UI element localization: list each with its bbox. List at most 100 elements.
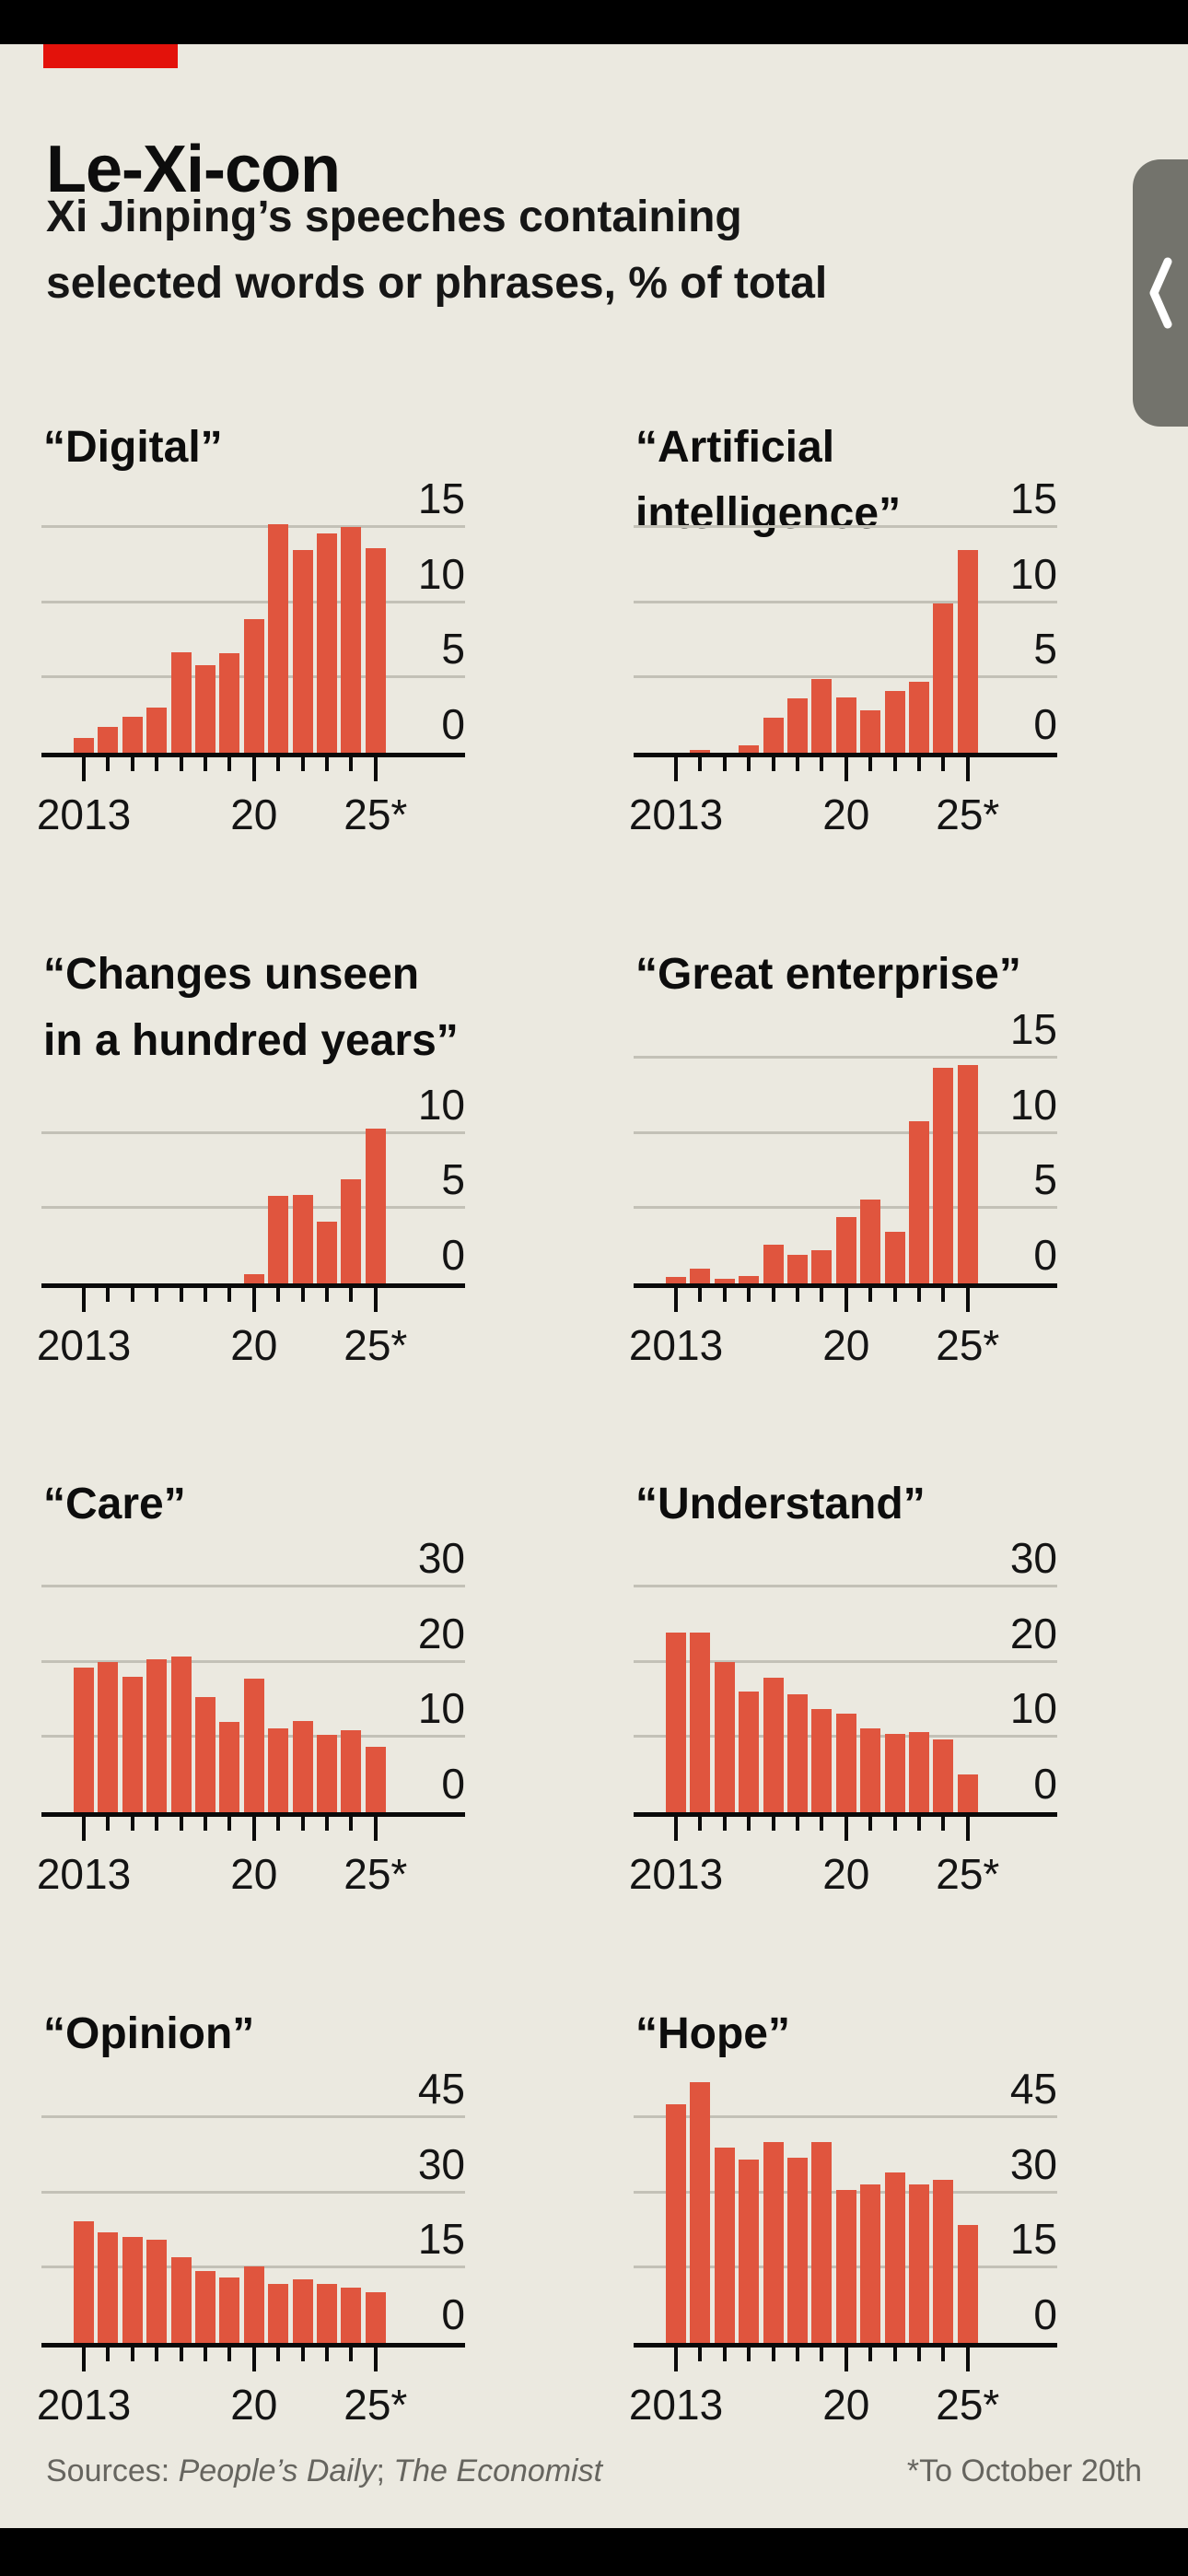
axis-tick — [349, 1288, 354, 1302]
chart-plot: 30 20 10 0 2013 20 25* — [37, 1537, 465, 1897]
bar — [884, 691, 905, 753]
x-axis-label: 25* — [936, 1321, 1000, 1369]
y-axis-label: 0 — [441, 2290, 465, 2338]
axis-tick — [325, 2348, 329, 2361]
axis-tick — [674, 1288, 678, 1312]
bar — [690, 1269, 711, 1283]
bar — [787, 2158, 808, 2343]
chart-title: “Artificial intelligence” — [635, 423, 902, 538]
y-axis-label: 15 — [1009, 1005, 1057, 1053]
bar — [146, 2240, 168, 2343]
x-axis-label: 20 — [822, 2381, 870, 2429]
sources-line: Sources: People’s Daily; The Economist — [46, 2453, 602, 2488]
gridline — [41, 2190, 465, 2194]
gridline — [634, 1056, 1057, 1059]
bar — [268, 2284, 289, 2343]
x-axis-label: 25* — [936, 790, 1000, 838]
y-axis-label: 10 — [417, 1684, 465, 1733]
axis-tick — [300, 757, 305, 771]
y-axis-label: 15 — [417, 474, 465, 522]
y-axis-label: 15 — [1009, 2215, 1057, 2264]
axis-tick — [722, 1288, 727, 1302]
axis-tick — [276, 1817, 281, 1831]
bar — [341, 527, 362, 753]
y-axis-label: 10 — [417, 549, 465, 598]
bar — [909, 1732, 929, 1812]
chart-plot: 10 5 0 2013 20 25* — [37, 1014, 465, 1368]
axis-tick — [155, 1817, 159, 1831]
bar — [219, 1722, 240, 1812]
chart-title: “Care” — [43, 1480, 186, 1528]
axis-tick — [130, 757, 134, 771]
x-axis-label: 2013 — [628, 790, 724, 838]
bar — [835, 2190, 856, 2343]
axis-tick — [844, 1817, 848, 1841]
bar — [365, 548, 386, 753]
axis-tick — [82, 1288, 86, 1312]
footnote: *To October 20th — [906, 2453, 1142, 2488]
bar — [957, 2225, 978, 2343]
bar — [739, 1276, 760, 1283]
axis-tick — [747, 757, 751, 771]
axis-tick — [179, 757, 183, 771]
bar — [195, 1697, 215, 1812]
gridline — [41, 525, 465, 528]
axis-tick — [300, 2348, 305, 2361]
bar — [195, 665, 215, 753]
bar — [74, 738, 94, 753]
bar — [317, 2284, 337, 2343]
y-axis-label: 30 — [417, 2139, 465, 2188]
x-axis — [41, 753, 465, 757]
bar — [835, 697, 856, 753]
bar — [763, 1678, 784, 1812]
axis-tick — [300, 1817, 305, 1831]
economist-red-tag — [43, 44, 178, 68]
axis-tick — [82, 757, 86, 781]
y-axis-label: 5 — [1033, 625, 1057, 673]
page-subtitle: Xi Jinping’s speeches containing selecte… — [46, 184, 827, 317]
chart-panel: “Digital” 15 10 5 0 2013 20 25* — [37, 415, 465, 857]
bar — [243, 1679, 264, 1812]
y-axis-label: 45 — [1009, 2065, 1057, 2113]
bar — [860, 2184, 881, 2343]
axis-tick — [130, 1288, 134, 1302]
sources-separator: ; — [376, 2453, 394, 2488]
bar — [763, 718, 784, 753]
bar — [763, 2142, 784, 2343]
x-axis-label: 25* — [344, 2381, 408, 2429]
axis-tick — [868, 2348, 873, 2361]
chart-plot: 15 10 5 0 2013 20 25* — [629, 477, 1057, 837]
axis-tick — [373, 2348, 378, 2371]
axis-tick — [917, 2348, 921, 2361]
axis-tick — [300, 1288, 305, 1302]
bar — [787, 1255, 808, 1283]
gridline — [634, 1130, 1057, 1134]
x-axis-label: 2013 — [36, 1321, 132, 1369]
back-tab[interactable] — [1133, 159, 1188, 427]
bar — [292, 2279, 313, 2343]
gridline — [41, 1585, 465, 1587]
bar — [666, 1633, 686, 1812]
axis-tick — [747, 1817, 751, 1831]
axis-tick — [179, 1288, 183, 1302]
axis-tick — [820, 757, 824, 771]
chart-panel: “Artificial intelligence” 15 10 5 0 2013 20 25* — [629, 415, 1057, 857]
chart-panel: “Changes unseen in a hundred years” 10 5 0 2… — [37, 942, 465, 1384]
x-axis — [41, 2343, 465, 2348]
axis-tick — [349, 2348, 354, 2361]
x-axis-label: 25* — [936, 2381, 1000, 2429]
axis-tick — [227, 757, 232, 771]
gridline — [41, 2115, 465, 2118]
axis-tick — [349, 1817, 354, 1831]
chart-panel: “Great enterprise” 15 10 5 0 2013 20 25* — [629, 942, 1057, 1384]
axis-tick — [155, 757, 159, 771]
axis-tick — [892, 1288, 897, 1302]
bar — [860, 1728, 881, 1812]
y-axis-label: 5 — [441, 625, 465, 673]
gridline — [41, 1659, 465, 1663]
bar — [341, 2288, 362, 2343]
axis-tick — [868, 757, 873, 771]
chart-plot: 15 10 5 0 2013 20 25* — [629, 1008, 1057, 1368]
x-axis — [634, 1283, 1057, 1288]
axis-tick — [820, 1817, 824, 1831]
